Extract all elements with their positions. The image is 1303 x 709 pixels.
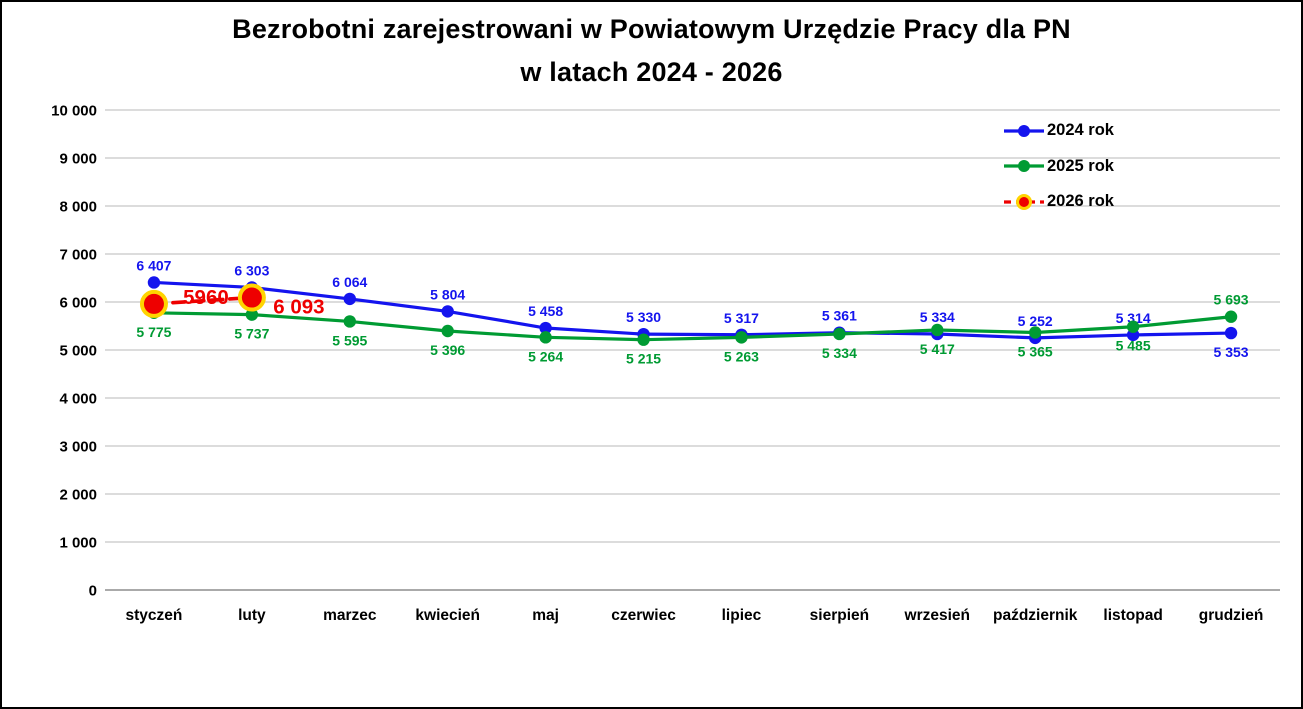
data-label: 5 417 [920,341,955,357]
data-label: 5 317 [724,310,759,326]
series-line-2025-rok [152,311,1233,342]
data-point [1224,326,1238,340]
data-point [1126,320,1140,333]
x-axis-label: styczeń [126,607,183,624]
chart-title-line1: Bezrobotni zarejestrowani w Powiatowym U… [232,14,1071,44]
legend-marker-2025 [1004,160,1044,173]
data-point [441,305,454,318]
x-axis-label: czerwiec [611,607,676,624]
y-axis-label: 9 000 [59,151,97,168]
legend-label-2026: 2026 rok [1047,192,1114,211]
y-axis-label: 1 000 [59,535,97,552]
data-label: 5960 [183,286,229,309]
x-axis-label: grudzień [1199,607,1264,624]
data-label: 5 485 [1116,338,1151,354]
y-axis-label: 0 [89,583,97,600]
data-label: 5 775 [136,324,171,340]
data-label: 6 407 [136,257,171,273]
data-label: 5 458 [528,303,563,319]
data-label: 6 093 [273,296,324,319]
data-label: 5 595 [332,332,367,348]
data-point [931,323,944,337]
legend-label-2024: 2024 rok [1047,121,1114,140]
legend-marker-dot [1018,124,1030,137]
data-label: 5 215 [626,351,661,367]
data-point [637,333,650,346]
data-point [343,292,356,306]
data-label: 5 264 [528,348,563,364]
legend-label-2025: 2025 rok [1047,156,1114,175]
x-axis-label: lipiec [722,607,762,624]
data-label: 6 303 [234,262,269,278]
data-label: 5 365 [1018,343,1053,359]
y-axis-label: 5 000 [59,343,97,360]
data-point [147,276,161,289]
data-label: 5 693 [1214,292,1249,308]
legend: 2024 rok 2025 rok 2026 rok [1003,113,1114,220]
data-label: 5 804 [430,286,465,302]
data-label: 5 334 [822,345,857,361]
chart-title: Bezrobotni zarejestrowani w Powiatowym U… [2,8,1301,94]
x-axis-label: maj [532,607,559,624]
data-label: 5 361 [822,308,857,324]
data-point [833,327,846,341]
data-point [1029,326,1042,339]
x-axis-label: listopad [1103,607,1162,624]
y-axis-label: 3 000 [59,439,97,456]
x-axis-label: sierpień [810,607,869,624]
y-axis-label: 8 000 [59,199,97,216]
legend-marker-dot [1018,160,1030,173]
x-axis-label: marzec [323,607,377,624]
data-point [1224,310,1238,323]
series-line-2026-rok [152,295,254,306]
y-axis-label: 10 000 [51,103,97,120]
x-axis-label: luty [238,607,266,624]
data-point [139,289,168,318]
data-point [245,308,259,321]
data-point [539,331,552,344]
y-axis-label: 2 000 [59,487,97,504]
data-label: 5 396 [430,342,465,358]
legend-marker-2026 [1004,193,1044,210]
data-label: 5 334 [920,309,955,325]
data-label: 5 252 [1018,313,1053,329]
data-label: 5 330 [626,309,661,325]
legend-item-2026: 2026 rok [1003,184,1114,220]
x-axis-label: wrzesień [904,607,970,624]
chart-title-line2: w latach 2024 - 2026 [520,57,783,87]
legend-item-2024: 2024 rok [1003,113,1114,149]
y-axis-label: 4 000 [59,391,97,408]
y-axis-label: 6 000 [59,295,97,312]
x-axis-label: październik [993,607,1078,624]
data-label: 5 737 [234,326,269,342]
data-label: 5 314 [1116,310,1151,326]
x-axis-label: kwiecień [415,607,480,624]
data-point [735,331,748,344]
legend-marker-dot [1016,193,1032,210]
data-point [237,283,266,312]
data-point [343,315,356,328]
data-point [441,324,454,338]
legend-marker-2024 [1004,124,1044,137]
y-axis-label: 7 000 [59,247,97,264]
data-label: 6 064 [332,274,367,290]
series-line-2024-rok [152,280,1233,340]
legend-item-2025: 2025 rok [1003,149,1114,185]
data-label: 5 353 [1214,344,1249,360]
data-label: 5 263 [724,348,759,364]
data-point [539,321,552,335]
